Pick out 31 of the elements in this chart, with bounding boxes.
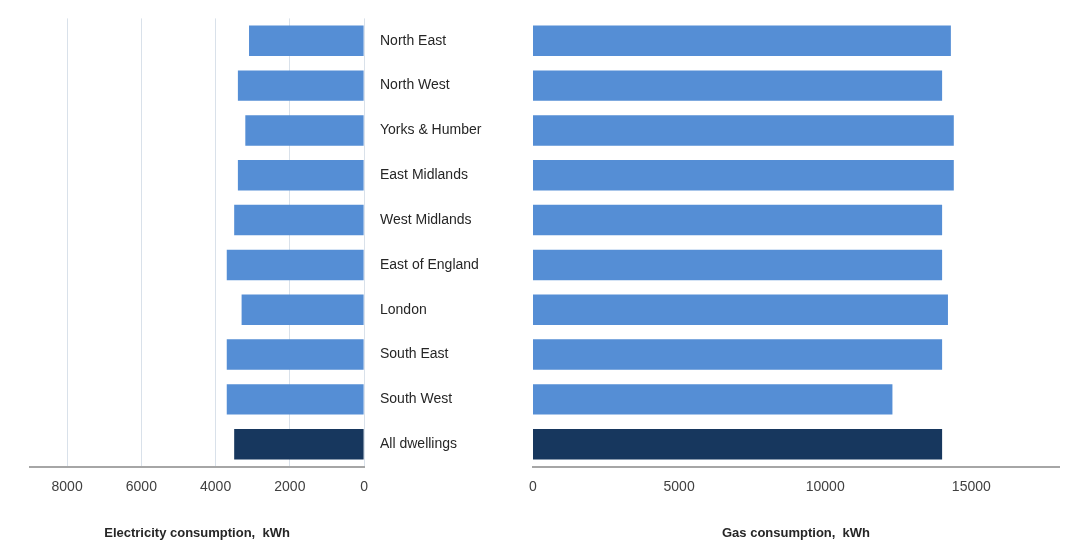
bar — [533, 294, 948, 325]
x-tick-label: 10000 — [805, 477, 845, 494]
bar — [533, 25, 951, 57]
bar — [533, 384, 893, 415]
x-tick-label: 2000 — [274, 477, 306, 494]
x-tick-label: 0 — [360, 477, 369, 494]
bar — [533, 249, 943, 281]
y-tick-label: North East — [380, 31, 447, 48]
bar — [533, 339, 943, 370]
x-tick-label: 8000 — [51, 477, 83, 494]
y-tick-label: All dwellings — [380, 435, 458, 452]
bar — [533, 428, 943, 460]
x-tick-label: 6000 — [125, 477, 158, 494]
x-tick-label: 15000 — [951, 477, 992, 494]
y-tick-label: West Midlands — [380, 210, 472, 227]
y-tick-label: South East — [380, 345, 449, 362]
x-tick-label: 5000 — [663, 477, 695, 494]
bar — [533, 70, 943, 101]
x-axis-title: Electricity consumption, kWh — [104, 524, 290, 540]
x-tick-label: 0 — [529, 477, 538, 494]
x-axis-title: Gas consumption, kWh — [721, 524, 871, 540]
bar — [533, 204, 943, 236]
y-tick-label: North West — [380, 76, 450, 93]
x-tick-label: 4000 — [200, 477, 232, 494]
bar — [533, 115, 954, 146]
y-tick-label: East of England — [380, 255, 479, 272]
bar — [533, 160, 954, 191]
y-tick-label: Yorks & Humber — [380, 121, 482, 138]
y-tick-label: East Midlands — [380, 166, 468, 183]
y-tick-label: London — [380, 300, 427, 317]
y-tick-label: South West — [380, 390, 453, 407]
